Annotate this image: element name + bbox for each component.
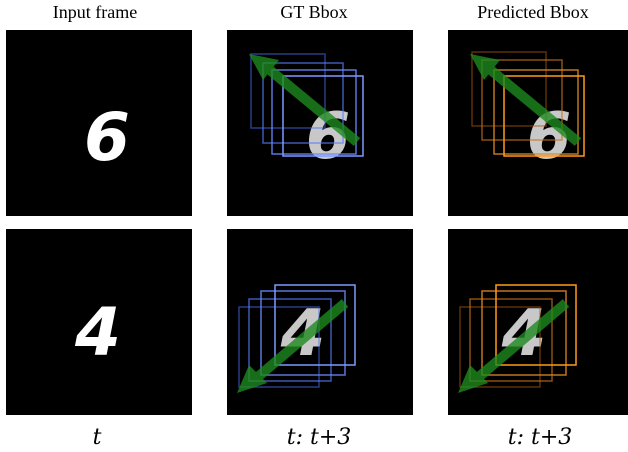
motion-arrow-pred-row1 bbox=[470, 54, 582, 146]
column-title-pred: Predicted Bbox bbox=[477, 2, 589, 22]
gt-box-3 bbox=[271, 69, 357, 155]
pred-box-3 bbox=[493, 69, 579, 155]
pred-box-2 bbox=[481, 59, 563, 141]
gt-box-4 bbox=[282, 75, 364, 157]
motion-arrow-gt-row1 bbox=[249, 54, 361, 146]
caption-pred: t: t+3 bbox=[507, 425, 573, 450]
digit-row2: 4 bbox=[74, 294, 121, 371]
panel-gt-row1: 6 bbox=[227, 30, 413, 216]
panel-pred-row1: 6 bbox=[448, 30, 628, 216]
gt-box-5 bbox=[238, 306, 320, 388]
pred-box-8 bbox=[495, 284, 577, 366]
caption-gt: t: t+3 bbox=[286, 425, 352, 450]
caption-input: t bbox=[92, 425, 102, 450]
column-title-gt: GT Bbox bbox=[280, 2, 348, 22]
digit-row1: 6 bbox=[84, 99, 130, 176]
column-title-input: Input frame bbox=[52, 2, 138, 22]
gt-box-1 bbox=[250, 53, 326, 129]
panel-gt-row2: 4 bbox=[227, 229, 413, 415]
panel-input-row1: 6 bbox=[6, 30, 192, 216]
gt-box-2 bbox=[262, 62, 344, 144]
gt-box-7 bbox=[260, 290, 346, 376]
pred-box-5 bbox=[459, 306, 541, 388]
motion-arrow-pred-row2 bbox=[458, 299, 570, 393]
pred-box-7 bbox=[481, 290, 567, 376]
panel-input-row2: 4 bbox=[6, 229, 192, 415]
pred-box-4 bbox=[503, 75, 585, 157]
panel-pred-row2: 4 bbox=[448, 229, 628, 415]
motion-arrow-gt-row2 bbox=[237, 299, 349, 393]
pred-box-6 bbox=[469, 298, 553, 382]
gt-box-6 bbox=[248, 298, 332, 382]
pred-box-1 bbox=[471, 51, 547, 127]
gt-box-8 bbox=[274, 284, 356, 366]
